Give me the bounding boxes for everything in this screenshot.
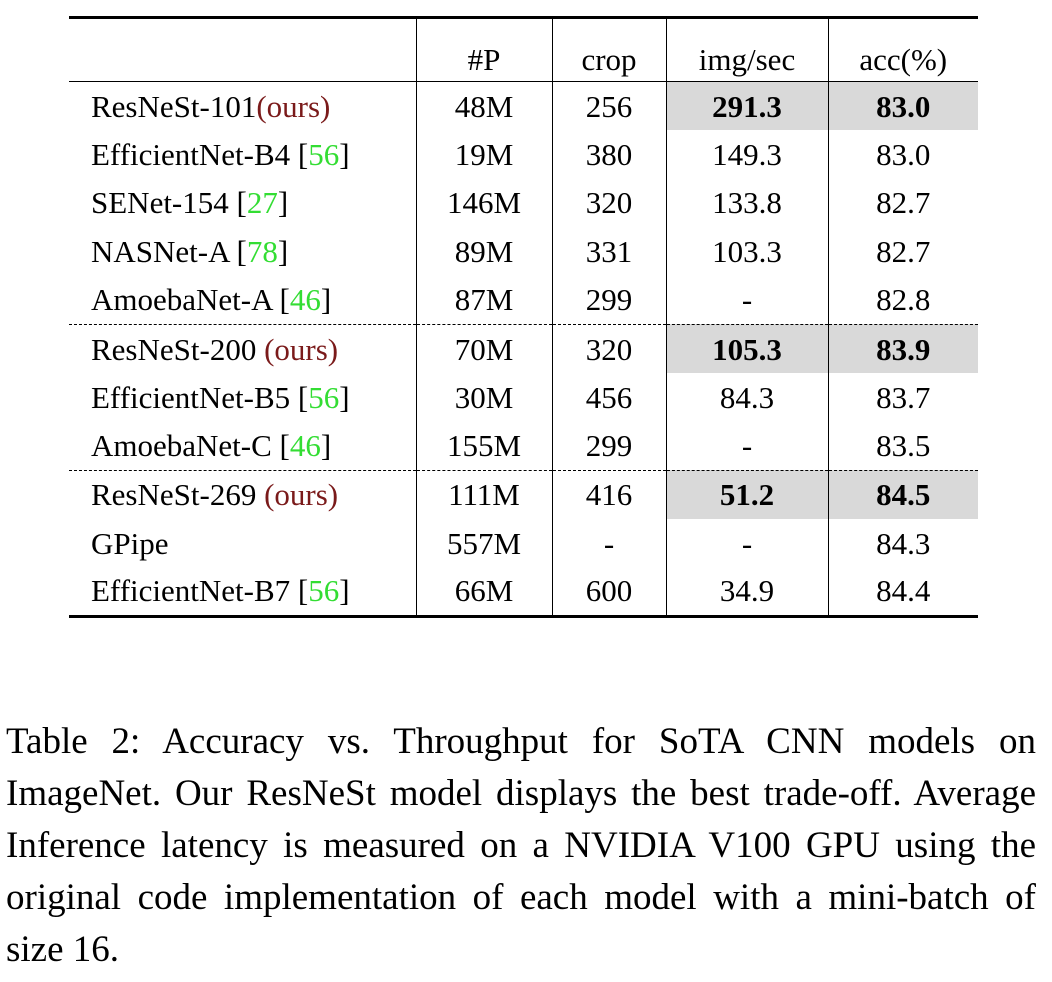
model-name: SENet-154	[91, 185, 237, 221]
crop-cell: 380	[551, 130, 666, 179]
model-cell: ResNeSt-200 (ours)	[69, 323, 416, 374]
table-body: ResNeSt-101(ours) 48M 256 291.3 83.0 Efficien…	[69, 81, 978, 618]
crop-cell: 299	[551, 275, 666, 325]
table-row: NASNet-A [78] 89M 331 103.3 82.7	[69, 227, 978, 276]
model-name: GPipe	[91, 525, 169, 561]
model-name: AmoebaNet-C	[91, 428, 280, 464]
header-img-sec: img/sec	[665, 16, 828, 82]
params-cell: 48M	[415, 81, 552, 131]
header-params: #P	[415, 16, 552, 82]
model-cell: EfficientNet-B7 [56]	[69, 567, 416, 618]
img-sec-cell: 103.3	[665, 227, 828, 276]
acc-cell: 82.7	[827, 178, 978, 228]
ours-tag: (ours)	[264, 477, 339, 513]
model-cell: AmoebaNet-A [46]	[91, 282, 332, 318]
acc-cell: 82.8	[827, 275, 978, 325]
params-cell: 30M	[415, 373, 552, 422]
model-cell: EfficientNet-B4 [56]	[91, 136, 350, 172]
model-cell: EfficientNet-B5 [56]	[91, 379, 350, 415]
acc-cell: 84.4	[827, 567, 978, 618]
model-name: AmoebaNet-A	[91, 282, 280, 318]
model-cell: ResNeSt-101(ours)	[69, 82, 416, 131]
header-acc: acc(%)	[827, 16, 978, 82]
model-cell: NASNet-A [78]	[91, 234, 289, 270]
ours-tag: (ours)	[264, 331, 339, 367]
table-row: EfficientNet-B4 [56] 19M 380 149.3 83.0	[69, 130, 978, 179]
params-cell: 155M	[415, 421, 552, 471]
acc-cell: 84.3	[827, 518, 978, 568]
table-row: EfficientNet-B7 [56] 66M 600 34.9 84.4	[69, 567, 978, 618]
crop-cell: 320	[551, 323, 666, 374]
params-cell: 19M	[415, 130, 552, 179]
img-sec-cell: -	[665, 518, 828, 568]
acc-cell: 83.5	[827, 421, 978, 471]
acc-cell: 83.0	[827, 81, 978, 131]
table-row: ResNeSt-269 (ours) 111M 416 51.2 84.5	[69, 469, 978, 519]
citation-link[interactable]: 27	[246, 185, 278, 221]
header-model	[69, 16, 416, 82]
results-table: #P crop img/sec acc(%) ResNeSt-101(ours)…	[69, 16, 978, 618]
model-name: ResNeSt-269	[91, 477, 265, 513]
table-row: ResNeSt-200 (ours) 70M 320 105.3 83.9	[69, 323, 978, 374]
acc-cell: 83.0	[827, 130, 978, 179]
params-cell: 557M	[415, 518, 552, 568]
table-row: EfficientNet-B5 [56] 30M 456 84.3 83.7	[69, 373, 978, 422]
model-name: EfficientNet-B5	[91, 379, 298, 415]
table-caption: Table 2: Accuracy vs. Throughput for SoT…	[6, 721, 1036, 970]
params-cell: 66M	[415, 567, 552, 618]
img-sec-cell: -	[665, 275, 828, 325]
model-name: NASNet-A	[91, 234, 237, 270]
model-name: ResNeSt-200	[91, 331, 265, 367]
model-cell: GPipe	[69, 519, 416, 568]
crop-cell: 256	[551, 81, 666, 131]
img-sec-cell: -	[665, 421, 828, 471]
ours-tag: (ours)	[256, 88, 331, 124]
acc-cell: 83.9	[827, 323, 978, 374]
params-cell: 87M	[415, 275, 552, 325]
img-sec-cell: 133.8	[665, 178, 828, 228]
crop-cell: -	[551, 518, 666, 568]
citation-link[interactable]: 56	[308, 136, 340, 172]
citation-link[interactable]: 56	[308, 379, 340, 415]
citation-link[interactable]: 78	[246, 234, 278, 270]
img-sec-cell: 84.3	[665, 373, 828, 422]
crop-cell: 331	[551, 227, 666, 276]
table-row: GPipe 557M - -84.3	[69, 518, 978, 568]
model-cell: ResNeSt-269 (ours)	[69, 469, 416, 519]
acc-cell: 83.7	[827, 373, 978, 422]
acc-cell: 84.5	[827, 469, 978, 519]
img-sec-cell: 291.3	[665, 81, 828, 131]
model-name: ResNeSt-101	[91, 88, 257, 124]
table-row: SENet-154 [27] 146M 320 133.8 82.7	[69, 178, 978, 228]
model-cell: AmoebaNet-C [46]	[91, 428, 332, 464]
params-cell: 89M	[415, 227, 552, 276]
model-name: EfficientNet-B7	[91, 573, 298, 609]
table-row: AmoebaNet-C [46] 155M 299-83.5	[69, 421, 978, 471]
params-cell: 111M	[415, 469, 552, 519]
citation-link[interactable]: 56	[308, 573, 340, 609]
table-row: AmoebaNet-A [46] 87M 299-82.8	[69, 275, 978, 325]
acc-cell: 82.7	[827, 227, 978, 276]
table-header-row: #P crop img/sec acc(%)	[69, 16, 978, 82]
img-sec-cell: 34.9	[665, 567, 828, 618]
model-cell: SENet-154 [27]	[91, 185, 289, 221]
table-row: ResNeSt-101(ours) 48M 256 291.3 83.0	[69, 81, 978, 131]
header-crop: crop	[551, 16, 666, 82]
crop-cell: 456	[551, 373, 666, 422]
params-cell: 146M	[415, 178, 552, 228]
img-sec-cell: 149.3	[665, 130, 828, 179]
citation-link[interactable]: 46	[289, 428, 321, 464]
crop-cell: 600	[551, 567, 666, 618]
model-name: EfficientNet-B4	[91, 136, 298, 172]
citation-link[interactable]: 46	[289, 282, 321, 318]
crop-cell: 416	[551, 469, 666, 519]
params-cell: 70M	[415, 323, 552, 374]
img-sec-cell: 51.2	[665, 469, 828, 519]
crop-cell: 299	[551, 421, 666, 471]
crop-cell: 320	[551, 178, 666, 228]
img-sec-cell: 105.3	[665, 323, 828, 374]
